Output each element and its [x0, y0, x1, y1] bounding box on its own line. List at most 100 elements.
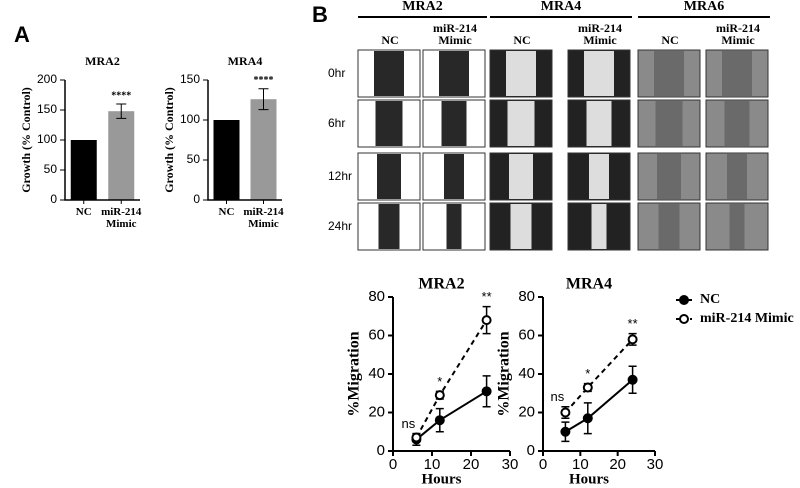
- series-line: [564, 379, 634, 433]
- y-tick-label: 40: [518, 365, 535, 382]
- y-tick-label: 80: [368, 288, 385, 305]
- column-header: MRA2: [402, 0, 442, 14]
- timepoint-label: 6hr: [328, 116, 345, 130]
- axes: [64, 80, 140, 201]
- y-tick-label: 50: [187, 152, 201, 166]
- wound-area: [657, 154, 681, 199]
- y-axis-label: Growth (% Control): [19, 87, 33, 193]
- significance: **: [628, 316, 638, 331]
- significance: ****: [254, 75, 274, 86]
- wound-area: [654, 51, 684, 96]
- column-header: MRA6: [684, 0, 724, 14]
- legend-marker: [679, 295, 689, 305]
- y-tick-label: 100: [37, 132, 57, 146]
- y-tick-label: 200: [37, 72, 57, 86]
- wound-area: [658, 204, 680, 249]
- wound-area: [586, 101, 612, 146]
- marker: [582, 382, 593, 393]
- wound-area: [377, 154, 401, 199]
- y-tick-label: 80: [518, 288, 535, 305]
- y-axis-label: %Migration: [346, 331, 363, 416]
- series-line: [564, 338, 634, 414]
- x-tick-label: 30: [502, 456, 519, 473]
- condition-label: miR-214 Mimic: [433, 21, 477, 47]
- x-tick-label: 20: [609, 456, 626, 473]
- y-axis-label: Growth (% Control): [162, 87, 176, 193]
- wound-area: [510, 204, 532, 249]
- significance: ****: [111, 90, 131, 101]
- significance: **: [482, 289, 492, 304]
- bar: [213, 120, 240, 200]
- error-bar: [116, 103, 127, 119]
- wound-area: [584, 51, 614, 96]
- panel-label: A: [14, 22, 30, 47]
- axes: [542, 297, 655, 452]
- wound-area: [589, 154, 609, 199]
- bar: [108, 111, 135, 200]
- legend-label: miR-214 Mimic: [700, 311, 794, 326]
- significance: *: [585, 366, 590, 381]
- legend-marker: [679, 314, 689, 324]
- significance: *: [437, 374, 442, 389]
- x-tick-label: 10: [424, 456, 441, 473]
- legend-label: NC: [700, 292, 720, 307]
- wound-area: [591, 204, 607, 249]
- y-tick-label: 20: [518, 403, 535, 420]
- error-bar: [258, 88, 269, 111]
- marker: [627, 374, 638, 385]
- condition-label: miR-214 Mimic: [578, 21, 622, 47]
- y-tick-label: 150: [180, 72, 200, 86]
- y-tick-label: 40: [368, 365, 385, 382]
- wound-area: [724, 101, 750, 146]
- x-tick-label: NC: [75, 206, 92, 218]
- wound-area: [727, 154, 747, 199]
- bar: [250, 99, 277, 200]
- marker: [481, 386, 492, 397]
- y-tick-label: 0: [50, 192, 57, 206]
- x-tick-label: NC: [218, 206, 235, 218]
- wound-area: [374, 51, 404, 96]
- x-axis-label: Hours: [569, 471, 609, 487]
- marker: [582, 413, 593, 424]
- timepoint-label: 0hr: [328, 66, 345, 80]
- y-tick-label: 0: [377, 442, 385, 459]
- marker: [560, 407, 571, 418]
- wound-area: [441, 101, 467, 146]
- significance: ns: [402, 416, 416, 431]
- x-tick-label: 0: [539, 456, 547, 473]
- marker: [627, 334, 638, 345]
- y-tick-label: 100: [180, 112, 200, 126]
- x-tick-label: miR-214 Mimic: [243, 206, 284, 230]
- wound-area: [446, 204, 462, 249]
- x-axis-label: Hours: [421, 471, 461, 487]
- y-tick-label: 50: [44, 162, 58, 176]
- condition-label: NC: [513, 33, 531, 47]
- wound-area: [375, 101, 403, 146]
- chart-title: MRA2: [418, 276, 464, 293]
- wound-area: [378, 204, 400, 249]
- x-tick-label: 0: [389, 456, 397, 473]
- chart-title: MRA4: [228, 54, 263, 68]
- wound-area: [509, 154, 533, 199]
- y-tick-label: 0: [527, 442, 535, 459]
- timepoint-label: 12hr: [328, 169, 352, 183]
- y-tick-label: 150: [37, 102, 57, 116]
- chart-title: MRA4: [566, 276, 612, 293]
- condition-label: NC: [381, 33, 399, 47]
- y-tick-label: 0: [193, 192, 200, 206]
- timepoint-label: 24hr: [328, 219, 352, 233]
- column-header: MRA4: [541, 0, 581, 14]
- bar: [70, 140, 97, 200]
- axes: [207, 80, 282, 201]
- series-line: [415, 319, 488, 439]
- y-tick-label: 60: [368, 326, 385, 343]
- wound-area: [444, 154, 464, 199]
- wound-area: [439, 51, 469, 96]
- marker: [434, 415, 445, 426]
- significance: ns: [551, 389, 565, 404]
- panel-label: B: [312, 2, 328, 27]
- marker: [560, 426, 571, 437]
- condition-label: miR-214 Mimic: [716, 21, 760, 47]
